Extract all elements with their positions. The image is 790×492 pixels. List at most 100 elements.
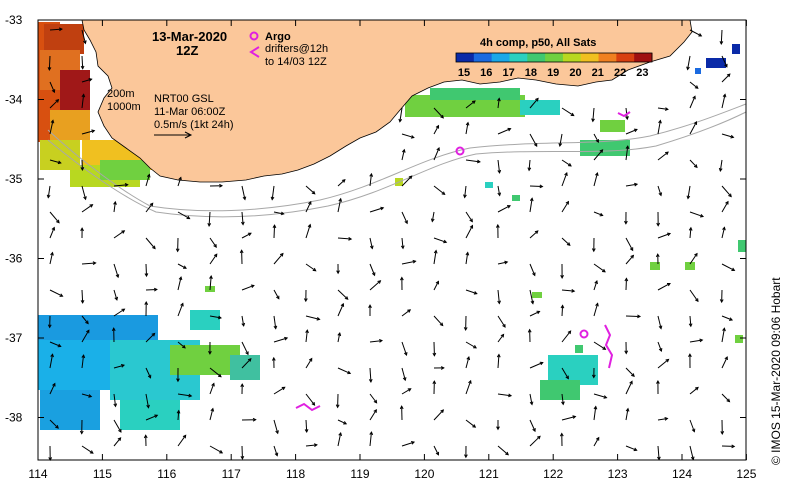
current-arrow bbox=[497, 205, 511, 213]
current-arrow bbox=[721, 94, 726, 109]
current-arrow bbox=[561, 237, 571, 246]
current-arrow bbox=[305, 330, 308, 343]
current-arrow bbox=[593, 133, 599, 143]
current-arrow bbox=[433, 250, 437, 265]
current-arrow bbox=[497, 393, 512, 397]
current-arrow bbox=[465, 159, 480, 163]
current-arrow bbox=[81, 289, 84, 303]
lon-tick-label: 115 bbox=[93, 467, 112, 481]
current-arrow bbox=[49, 81, 55, 93]
sst-colorbar bbox=[455, 52, 653, 63]
current-arrow bbox=[209, 276, 212, 291]
colorbar-tick-label: 22 bbox=[614, 67, 626, 79]
current-arrow bbox=[529, 435, 541, 447]
current-arrow bbox=[369, 340, 383, 343]
colorbar-segment bbox=[562, 53, 582, 62]
current-arrow bbox=[305, 185, 316, 195]
current-arrow bbox=[241, 185, 246, 200]
current-arrow bbox=[177, 177, 182, 187]
lon-tick-label: 120 bbox=[414, 467, 434, 481]
current-arrow bbox=[561, 330, 572, 343]
current-arrow bbox=[529, 230, 539, 239]
current-arrow bbox=[561, 172, 568, 187]
current-arrow bbox=[529, 362, 543, 369]
current-arrow bbox=[593, 393, 607, 399]
current-arrow bbox=[464, 185, 467, 198]
drifters-label-line1: drifters@12h bbox=[265, 43, 328, 55]
latitude-axis: -33 -34 -35 -36 -37 -38 bbox=[5, 13, 746, 425]
current-arrow bbox=[465, 122, 469, 135]
colorbar-tick-label: 23 bbox=[636, 67, 648, 79]
current-arrow bbox=[48, 55, 51, 70]
current-arrow bbox=[369, 173, 372, 187]
current-arrow bbox=[145, 367, 151, 378]
current-arrow bbox=[401, 341, 407, 356]
current-arrow bbox=[273, 315, 277, 329]
current-arrow bbox=[689, 227, 692, 239]
current-arrow bbox=[689, 159, 698, 168]
argo-floats bbox=[455, 146, 589, 339]
current-arrow bbox=[657, 341, 662, 352]
current-arrow bbox=[657, 445, 660, 460]
current-arrow bbox=[337, 179, 346, 187]
current-arrow bbox=[593, 437, 600, 447]
current-arrow bbox=[369, 280, 381, 291]
current-arrow bbox=[305, 444, 317, 447]
current-arrow bbox=[177, 341, 186, 349]
current-arrow bbox=[273, 419, 279, 434]
argo-legend-icon bbox=[249, 31, 259, 41]
current-arrow bbox=[369, 409, 377, 421]
current-arrow bbox=[49, 354, 54, 369]
current-arrow bbox=[241, 211, 244, 225]
lat-tick-label: -37 bbox=[5, 331, 23, 345]
isobath-200-label: 200m bbox=[107, 88, 135, 100]
current-arrow bbox=[689, 121, 697, 135]
current-arrow bbox=[209, 253, 218, 265]
current-arrow bbox=[273, 445, 278, 456]
current-arrow bbox=[689, 445, 694, 460]
current-arrow bbox=[305, 393, 315, 406]
current-arrow bbox=[497, 334, 504, 343]
current-arrow bbox=[81, 78, 92, 83]
current-arrow bbox=[113, 184, 128, 187]
current-arrow bbox=[305, 419, 308, 433]
current-arrow bbox=[465, 289, 477, 295]
current-arrow bbox=[657, 283, 671, 291]
current-arrow bbox=[369, 237, 373, 249]
sst-overlay bbox=[38, 22, 746, 430]
current-arrow bbox=[689, 289, 699, 302]
current-arrow bbox=[273, 386, 286, 395]
colorbar-segment bbox=[616, 53, 635, 62]
colorbar-segment bbox=[491, 53, 510, 62]
current-arrow bbox=[113, 419, 122, 433]
current-arrow bbox=[81, 94, 85, 109]
current-arrow bbox=[433, 281, 439, 291]
current-arrow bbox=[561, 289, 575, 292]
current-arrow bbox=[721, 55, 728, 67]
current-arrow bbox=[177, 276, 182, 291]
current-arrow bbox=[687, 55, 691, 70]
colorbar-tick-label: 20 bbox=[569, 67, 581, 79]
current-arrow bbox=[721, 393, 730, 403]
isobath-lines bbox=[47, 103, 747, 218]
current-arrow bbox=[81, 185, 87, 200]
current-arrow bbox=[47, 185, 51, 198]
current-arrow bbox=[593, 406, 597, 421]
current-arrow bbox=[529, 289, 534, 304]
current-arrow bbox=[145, 414, 158, 421]
current-arrow bbox=[593, 172, 598, 187]
current-arrow bbox=[721, 227, 725, 239]
current-arrow bbox=[49, 120, 54, 135]
current-arrow bbox=[145, 288, 157, 291]
current-arrow bbox=[113, 289, 118, 300]
current-arrow bbox=[145, 393, 149, 408]
lat-tick-label: -33 bbox=[5, 13, 23, 27]
current-arrow bbox=[337, 367, 351, 374]
current-arrow bbox=[529, 185, 543, 188]
current-arrow bbox=[625, 367, 635, 377]
current-arrow bbox=[561, 159, 572, 167]
current-arrow bbox=[529, 198, 533, 213]
current-arrow bbox=[49, 28, 62, 31]
current-arrow bbox=[625, 237, 634, 251]
lat-tick-label: -38 bbox=[5, 411, 23, 425]
